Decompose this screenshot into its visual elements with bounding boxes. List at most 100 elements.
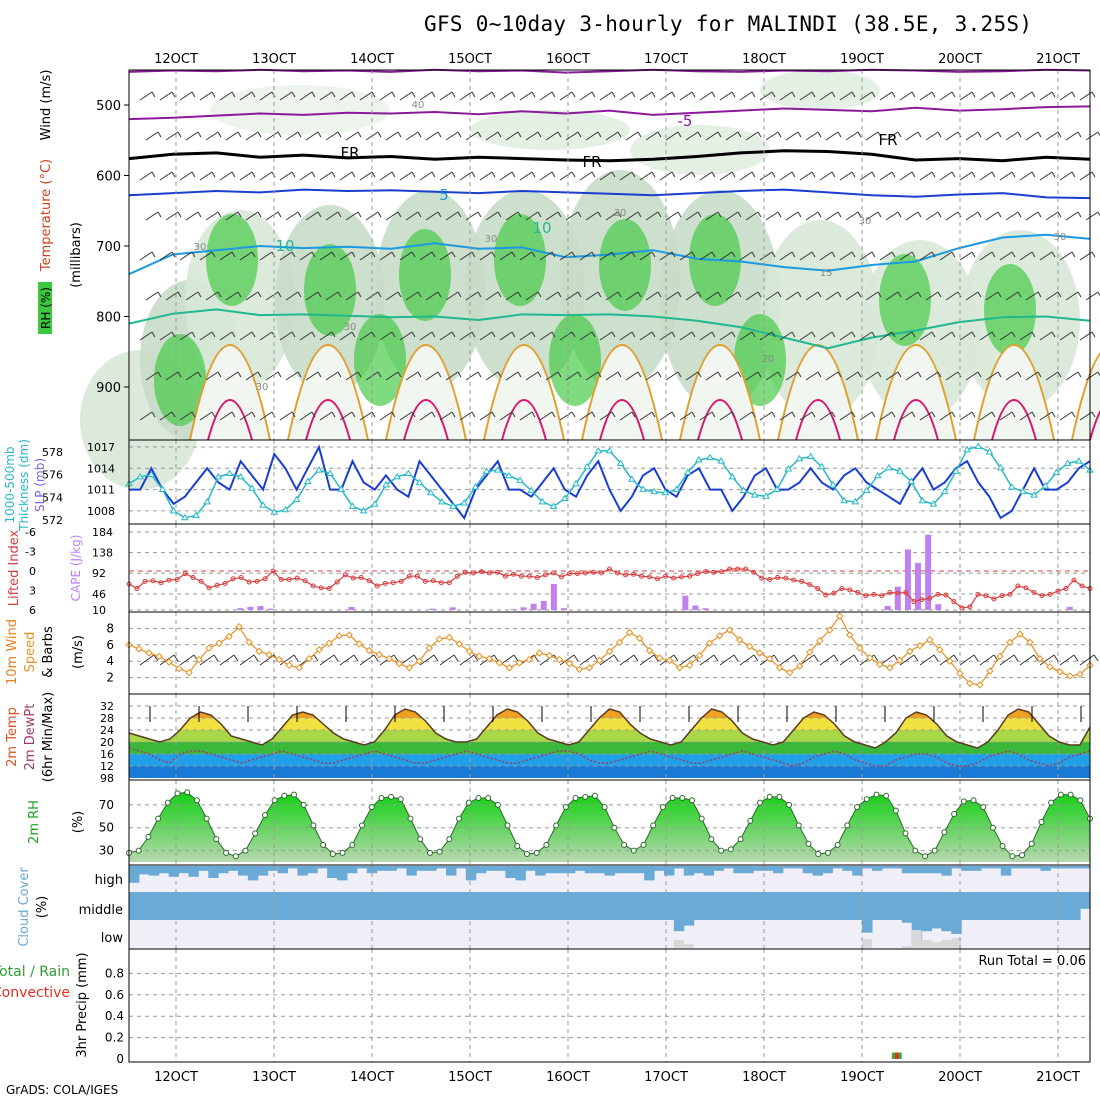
upper-wind-barb bbox=[819, 411, 836, 421]
upper-wind-barb bbox=[299, 331, 316, 341]
upper-wind-barb bbox=[459, 331, 476, 341]
lifted-index-point bbox=[919, 597, 925, 603]
upper-wind-barb bbox=[159, 411, 176, 421]
wind-speed-point bbox=[1036, 655, 1044, 663]
cloud-bar-high bbox=[218, 866, 229, 874]
thickness-point bbox=[1063, 459, 1072, 466]
cloud-bar-middle bbox=[267, 892, 279, 920]
thickness-point bbox=[292, 495, 301, 503]
isotherm-20 bbox=[483, 344, 565, 441]
thickness-point bbox=[438, 497, 446, 505]
wind-speed-point bbox=[415, 657, 424, 665]
rh-point bbox=[349, 841, 356, 848]
lifted-index-point bbox=[142, 578, 148, 584]
upper-wind-barb bbox=[405, 211, 422, 221]
lifted-index-point bbox=[462, 569, 468, 575]
lifted-index-point bbox=[615, 570, 621, 576]
thickness-point bbox=[974, 442, 983, 449]
upper-wind-barb bbox=[265, 291, 282, 301]
wind-speed-point bbox=[685, 661, 694, 670]
cloud-bar-high bbox=[852, 866, 863, 876]
upper-wind-barb bbox=[1025, 211, 1042, 221]
cloud-bar-middle bbox=[634, 892, 645, 920]
upper-wind-barb bbox=[1065, 131, 1082, 141]
isotherm-line bbox=[128, 188, 1091, 200]
isotherm-30 bbox=[305, 399, 351, 441]
upper-wind-barb bbox=[419, 251, 436, 261]
bottom-axis-tick-label: 13OCT bbox=[252, 1070, 296, 1085]
wind-speed-point bbox=[135, 645, 143, 653]
upper-wind-barb bbox=[939, 91, 956, 101]
thickness-tick-label: 578 bbox=[42, 446, 63, 459]
bottom-axis-tick-label: 12OCT bbox=[154, 1070, 198, 1085]
rh-high-shading bbox=[354, 314, 406, 406]
upper-wind-barb bbox=[439, 171, 456, 181]
upper-wind-barb bbox=[345, 291, 362, 301]
rh-point bbox=[397, 796, 404, 803]
rh-high-shading bbox=[599, 219, 651, 311]
rh-point bbox=[989, 824, 996, 831]
precip-tick-label: 0.2 bbox=[105, 1031, 124, 1045]
cloud-bar-high bbox=[733, 866, 744, 874]
ylabel-cloud-cover: Cloud Cover bbox=[17, 867, 32, 947]
upper-wind-barb bbox=[285, 371, 302, 381]
upper-wind-barb bbox=[725, 131, 742, 141]
rh-point bbox=[601, 804, 608, 811]
upper-wind-barb bbox=[345, 211, 362, 221]
upper-wind-barb bbox=[825, 291, 842, 301]
cloud-bar-high bbox=[376, 866, 388, 871]
cloud-bar-high bbox=[693, 866, 705, 874]
rh-point bbox=[659, 804, 666, 811]
lifted-index-point bbox=[679, 574, 685, 580]
lifted-index-point bbox=[278, 576, 284, 582]
cloud-low-bar bbox=[683, 944, 694, 948]
upper-wind-barb bbox=[965, 291, 982, 301]
surface-wind-barb bbox=[639, 654, 659, 666]
upper-wind-barb bbox=[865, 291, 882, 301]
upper-wind-barb bbox=[485, 291, 502, 301]
thickness-point bbox=[572, 479, 580, 487]
isotherm-30 bbox=[501, 399, 547, 441]
precip-tick-label: 0.8 bbox=[105, 966, 124, 980]
lifted-index-point bbox=[775, 575, 781, 580]
contour-label: 30 bbox=[1054, 232, 1067, 243]
cloud-bar-middle bbox=[604, 892, 615, 920]
rh-point bbox=[465, 799, 472, 806]
contour-label: 30 bbox=[614, 208, 627, 219]
wind-speed-point bbox=[515, 659, 524, 667]
upper-wind-barb bbox=[605, 371, 622, 381]
thickness-point bbox=[315, 466, 323, 473]
rh-point bbox=[795, 822, 802, 829]
rh-point bbox=[329, 851, 336, 857]
rh-point bbox=[232, 853, 239, 860]
cloud-bar-middle bbox=[545, 892, 556, 920]
temperature-tick-label: 32 bbox=[100, 700, 114, 713]
lifted-index-point bbox=[446, 580, 452, 586]
thickness-point bbox=[270, 508, 279, 515]
upper-wind-barb bbox=[559, 251, 576, 261]
upper-wind-barb bbox=[825, 371, 842, 381]
rh-point bbox=[135, 847, 142, 854]
rh-point bbox=[310, 822, 317, 829]
wind-speed-point bbox=[155, 652, 163, 660]
lifted-index-point bbox=[198, 578, 204, 584]
upper-wind-barb bbox=[485, 371, 502, 381]
cloud-bar-middle bbox=[802, 892, 814, 920]
upper-wind-barb bbox=[745, 211, 762, 221]
surface-wind-barb bbox=[419, 654, 439, 666]
rh-point bbox=[203, 815, 210, 822]
upper-wind-barb bbox=[379, 91, 396, 101]
wind-speed-point bbox=[165, 658, 173, 666]
surface-wind-barb bbox=[959, 654, 979, 666]
upper-wind-barb bbox=[665, 131, 682, 141]
thickness-point bbox=[505, 471, 513, 479]
lifted-index-point bbox=[935, 591, 941, 597]
cloud-bar-high bbox=[446, 866, 457, 876]
cloud-bar-middle bbox=[188, 892, 199, 920]
upper-wind-barb bbox=[385, 211, 402, 221]
upper-wind-barb bbox=[839, 91, 856, 101]
wind-speed-point bbox=[615, 638, 624, 647]
wind-speed-point bbox=[836, 612, 844, 620]
upper-wind-barb bbox=[705, 131, 722, 141]
cloud-bar-high bbox=[237, 866, 249, 876]
